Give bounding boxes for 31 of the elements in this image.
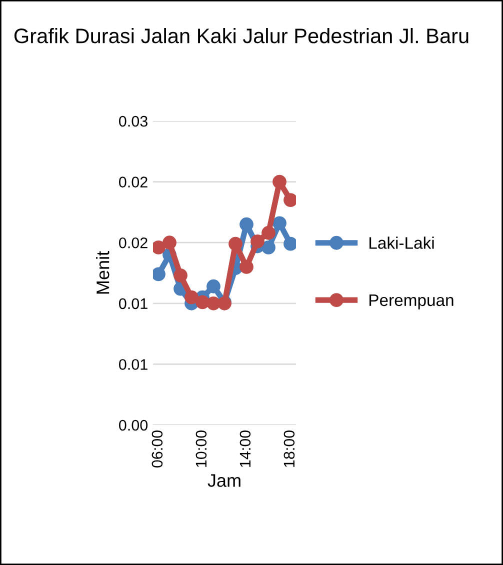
point [153,240,166,254]
x-tick-label: 06:00 [152,430,163,468]
y-tick-label: 0.00 [119,420,148,431]
x-tick-label: 18:00 [284,430,295,467]
point [153,267,166,282]
point [272,174,286,189]
point [272,216,286,230]
point [162,236,176,250]
point [284,193,296,207]
point [240,217,254,232]
point [206,279,220,294]
point [240,260,254,274]
x-tick-label: 10:00 [196,430,207,467]
point [250,234,264,248]
point [228,236,242,251]
legend-label: Perempuan [370,294,454,310]
y-tick-label: 0.02 [119,237,148,248]
point [284,236,296,251]
legend-label: Laki-Laki [370,236,434,249]
point [262,226,276,240]
x-tick-label: 14:00 [240,430,251,467]
point [184,290,198,304]
y-tick-label: 0.01 [119,298,148,310]
point [262,240,276,254]
y-tick-label: 0.03 [119,116,148,127]
point [174,268,188,282]
x-axis-title: Jam [208,474,240,487]
chart-title: Grafik Durasi Jalan Kaki Jalur Pedestrian Jl. Baru [14,28,468,44]
y-tick-label: 0.02 [119,176,148,188]
y-tick-label: 0.01 [119,359,148,370]
y-axis-title: Menit [96,251,110,294]
